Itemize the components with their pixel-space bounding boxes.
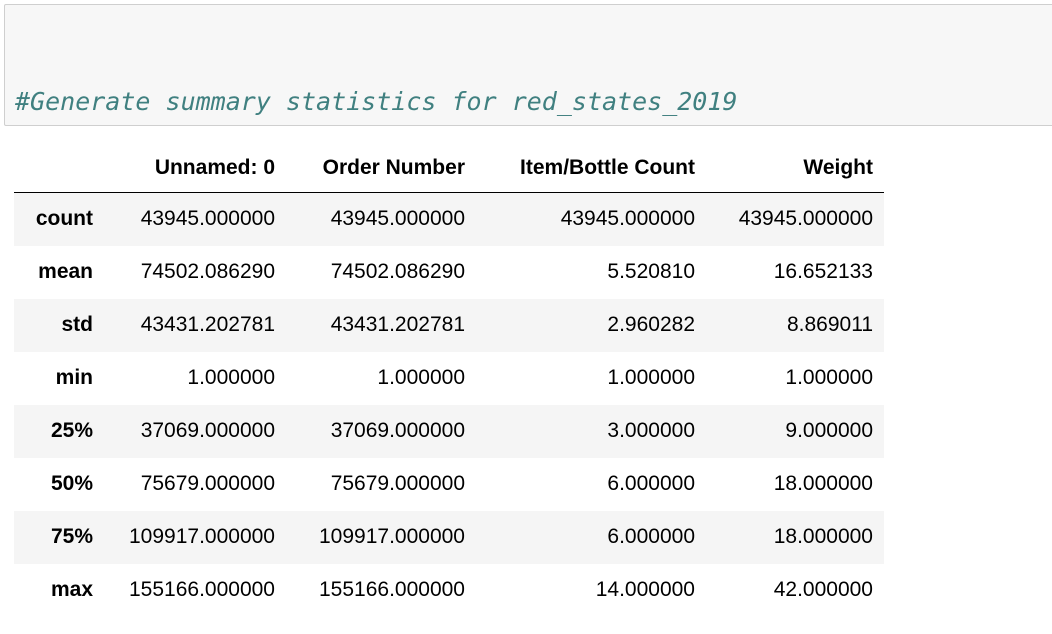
row-label: max (50, 578, 93, 601)
table-row: min 1.000000 1.000000 1.000000 1.000000 (14, 351, 884, 405)
column-header-item-bottle-count: Item/Bottle Count (476, 144, 706, 193)
table-cell: 155166.000000 (129, 578, 275, 601)
table-cell: 75679.000000 (330, 472, 465, 495)
table-row: mean 74502.086290 74502.086290 5.520810 … (14, 245, 884, 299)
row-label: min (55, 366, 93, 389)
table-cell: 8.869011 (786, 313, 873, 336)
table-cell: 3.000000 (607, 419, 695, 442)
table-row: count 43945.000000 43945.000000 43945.00… (14, 192, 884, 246)
table-cell: 16.652133 (773, 260, 873, 283)
table-cell: 42.000000 (773, 578, 873, 601)
table-cell: 37069.000000 (330, 419, 465, 442)
row-label: 25% (50, 419, 93, 442)
table-cell: 2.960282 (607, 313, 695, 336)
code-assign-target: red_summary_statistics_2019 (15, 189, 437, 218)
code-expression: red_summary_statistics_2019 (15, 291, 422, 320)
table-row: 25% 37069.000000 37069.000000 3.000000 9… (14, 404, 884, 458)
table-cell: 155166.000000 (319, 578, 465, 601)
column-header-order-number: Order Number (286, 144, 476, 193)
column-header-index (14, 144, 104, 193)
table-cell: 18.000000 (773, 525, 873, 548)
row-label: mean (38, 260, 93, 283)
code-line-3: red_summary_statistics_2019 (15, 289, 1052, 323)
code-line-1: #Generate summary statistics for red_sta… (15, 85, 1052, 119)
row-label: std (61, 313, 94, 336)
row-label: count (35, 207, 93, 231)
table-cell: 43945.000000 (560, 207, 695, 231)
table-cell: 43431.202781 (140, 313, 275, 336)
table-row: std 43431.202781 43431.202781 2.960282 8… (14, 298, 884, 352)
code-assign-operator: = (436, 189, 452, 218)
table-header-row: Unnamed: 0 Order Number Item/Bottle Coun… (14, 144, 884, 193)
table-cell: 43945.000000 (330, 207, 465, 231)
column-header-weight: Weight (706, 144, 884, 193)
table-cell: 6.000000 (607, 472, 695, 495)
table-cell: 1.000000 (187, 366, 275, 389)
cell-output: Unnamed: 0 Order Number Item/Bottle Coun… (14, 144, 884, 617)
table-cell: 18.000000 (773, 472, 873, 495)
table-cell: 74502.086290 (140, 260, 275, 283)
code-cell-input[interactable]: #Generate summary statistics for red_sta… (4, 4, 1052, 320)
table-cell: 75679.000000 (140, 472, 275, 495)
column-header-unnamed: Unnamed: 0 (104, 144, 286, 193)
table-cell: 37069.000000 (140, 419, 275, 442)
table-row: max 155166.000000 155166.000000 14.00000… (14, 563, 884, 617)
table-cell: 14.000000 (595, 578, 695, 601)
table-cell: 43945.000000 (738, 207, 873, 231)
table-row: 75% 109917.000000 109917.000000 6.000000… (14, 510, 884, 564)
table-cell: 43945.000000 (140, 207, 275, 231)
summary-statistics-table: Unnamed: 0 Order Number Item/Bottle Coun… (14, 144, 884, 617)
table-cell: 9.000000 (785, 419, 873, 442)
code-comment: #Generate summary statistics for red_sta… (15, 87, 738, 116)
row-label: 75% (50, 525, 93, 548)
table-cell: 1.000000 (607, 366, 695, 389)
row-label: 50% (50, 472, 93, 495)
table-row: 50% 75679.000000 75679.000000 6.000000 1… (14, 457, 884, 511)
table-cell: 43431.202781 (330, 313, 465, 336)
table-cell: 1.000000 (785, 366, 873, 389)
table-cell: 6.000000 (607, 525, 695, 548)
table-cell: 109917.000000 (129, 525, 275, 548)
table-cell: 109917.000000 (319, 525, 465, 548)
table-cell: 5.520810 (607, 260, 695, 283)
code-assign-value: red_states_2019.describe() (451, 189, 858, 218)
code-line-2: red_summary_statistics_2019 = red_states… (15, 187, 1052, 221)
table-cell: 74502.086290 (330, 260, 465, 283)
table-cell: 1.000000 (377, 366, 465, 389)
